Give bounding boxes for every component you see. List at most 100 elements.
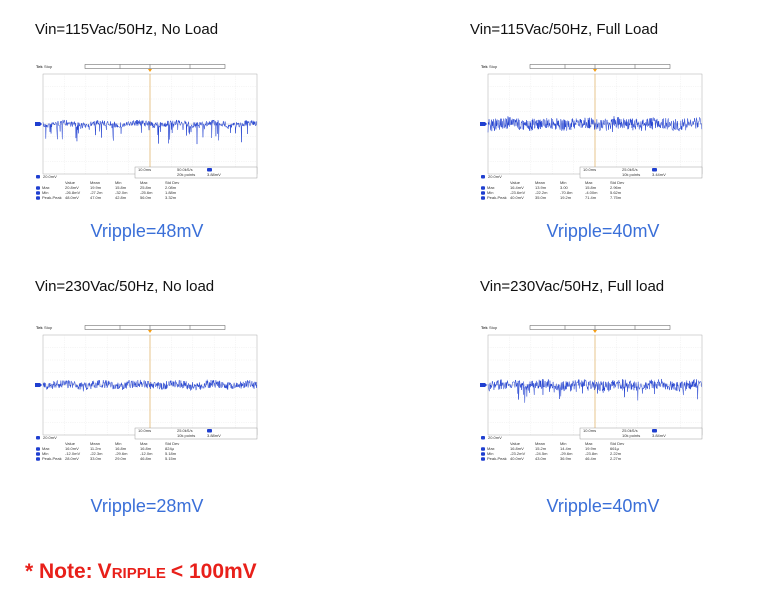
channel-badge [481,436,485,440]
table-cell: 1.88m [165,190,177,195]
row-badge [36,447,40,451]
table-cell: -70.8m [560,190,573,195]
trigger-marker [593,330,597,333]
table-cell: -12.0m [140,451,153,456]
row-badge [481,191,485,195]
table-cell: 5.62m [610,190,622,195]
table-header: Std Dev [610,180,624,185]
table-header: Max [140,180,148,185]
table-header: Min [560,441,566,446]
table-cell: 16.8mV [510,446,524,451]
channel-badge [36,436,40,440]
channel-marker [35,122,42,126]
ripple-result: Vripple=28mV [90,496,204,516]
trigger-level: 3.44mV [652,172,666,177]
row-badge [36,452,40,456]
row-label: Max [487,446,495,451]
timebase: 10.0ms [583,167,596,172]
scope-state: Stop [44,64,53,69]
channel-marker [480,122,487,126]
table-cell: -23.6mV [510,190,525,195]
table-cell: 40.0mV [510,195,524,200]
table-header: Value [65,180,76,185]
table-cell: 14.4m [560,446,572,451]
table-cell: -25.6m [140,190,153,195]
readout-box [134,166,258,179]
ripple-result: Vripple=40mV [546,496,660,516]
table-header: Mean [535,180,545,185]
row-label: Peak-Peak [42,195,62,200]
table-header: Value [510,441,521,446]
table-header: Min [115,180,121,185]
table-cell: 43.0m [535,456,547,461]
table-cell: 2.27m [610,456,622,461]
table-cell: -32.0m [115,190,128,195]
table-cell: 2.08m [165,185,177,190]
table-header: Std Dev [165,441,179,446]
note: * Note: VRIPPLE < 100mV [25,560,257,584]
row-badge [481,186,485,190]
table-cell: -23.2mV [510,451,525,456]
table-cell: 16.8m [140,446,152,451]
trigger-badge [652,168,657,172]
table-header: Min [115,441,121,446]
channel-scale: 20.0mV [43,435,57,440]
table-cell: 28.0mV [65,456,79,461]
table-header: Mean [90,180,100,185]
trigger-marker [593,69,597,72]
table-header: Mean [535,441,545,446]
scope-state: Stop [44,325,53,330]
table-cell: 25.8m [140,185,152,190]
waveform [487,116,703,133]
row-label: Max [42,185,50,190]
waveform [487,378,703,403]
note-prefix: * Note: [25,560,93,583]
scope-brand: Tek [481,64,488,69]
channel-marker [35,383,42,387]
table-header: Max [140,441,148,446]
row-label: Peak-Peak [487,195,507,200]
table-cell: -23.8m [585,451,598,456]
table-cell: 20.8mV [65,185,79,190]
row-badge [481,457,485,461]
trigger-level: 3.84mV [652,433,666,438]
table-cell: 16.0mV [65,446,79,451]
table-cell: 2.96m [610,185,622,190]
channel-scale: 20.0mV [488,174,502,179]
row-badge [481,196,485,200]
table-cell: 35.0m [535,195,547,200]
table-header: Value [510,180,521,185]
row-label: Max [42,446,50,451]
sample-rate: 50.0kS/s [177,167,193,172]
ripple-result: Vripple=48mV [90,221,204,241]
table-cell: 19.9m [585,446,597,451]
trigger-level: 3.88mV [207,433,221,438]
table-cell: 46.8m [140,456,152,461]
readout-box [579,427,703,440]
table-cell: 824µ [165,446,175,451]
table-cell: 661µ [610,446,620,451]
table-cell: 15.8m [115,185,127,190]
sample-rate: 25.0kS/s [622,167,638,172]
table-header: Max [585,180,593,185]
readout-box [579,166,703,179]
scope-brand: Tek [36,64,43,69]
table-cell: 71.4m [585,195,597,200]
record-points: 20k points [177,172,195,177]
row-badge [36,196,40,200]
timebase: 10.0ms [138,167,151,172]
table-cell: 40.0mV [510,456,524,461]
row-label: Max [487,185,495,190]
table-cell: -26.8mV [65,190,80,195]
row-label: Min [42,190,48,195]
scope-brand: Tek [481,325,488,330]
table-cell: 5.15m [165,456,177,461]
trigger-marker [148,69,152,72]
table-cell: 16.4mV [510,185,524,190]
table-cell: 15.2m [535,446,547,451]
waveform [42,119,258,145]
row-label: Peak-Peak [487,456,507,461]
table-cell: 56.0m [140,195,152,200]
